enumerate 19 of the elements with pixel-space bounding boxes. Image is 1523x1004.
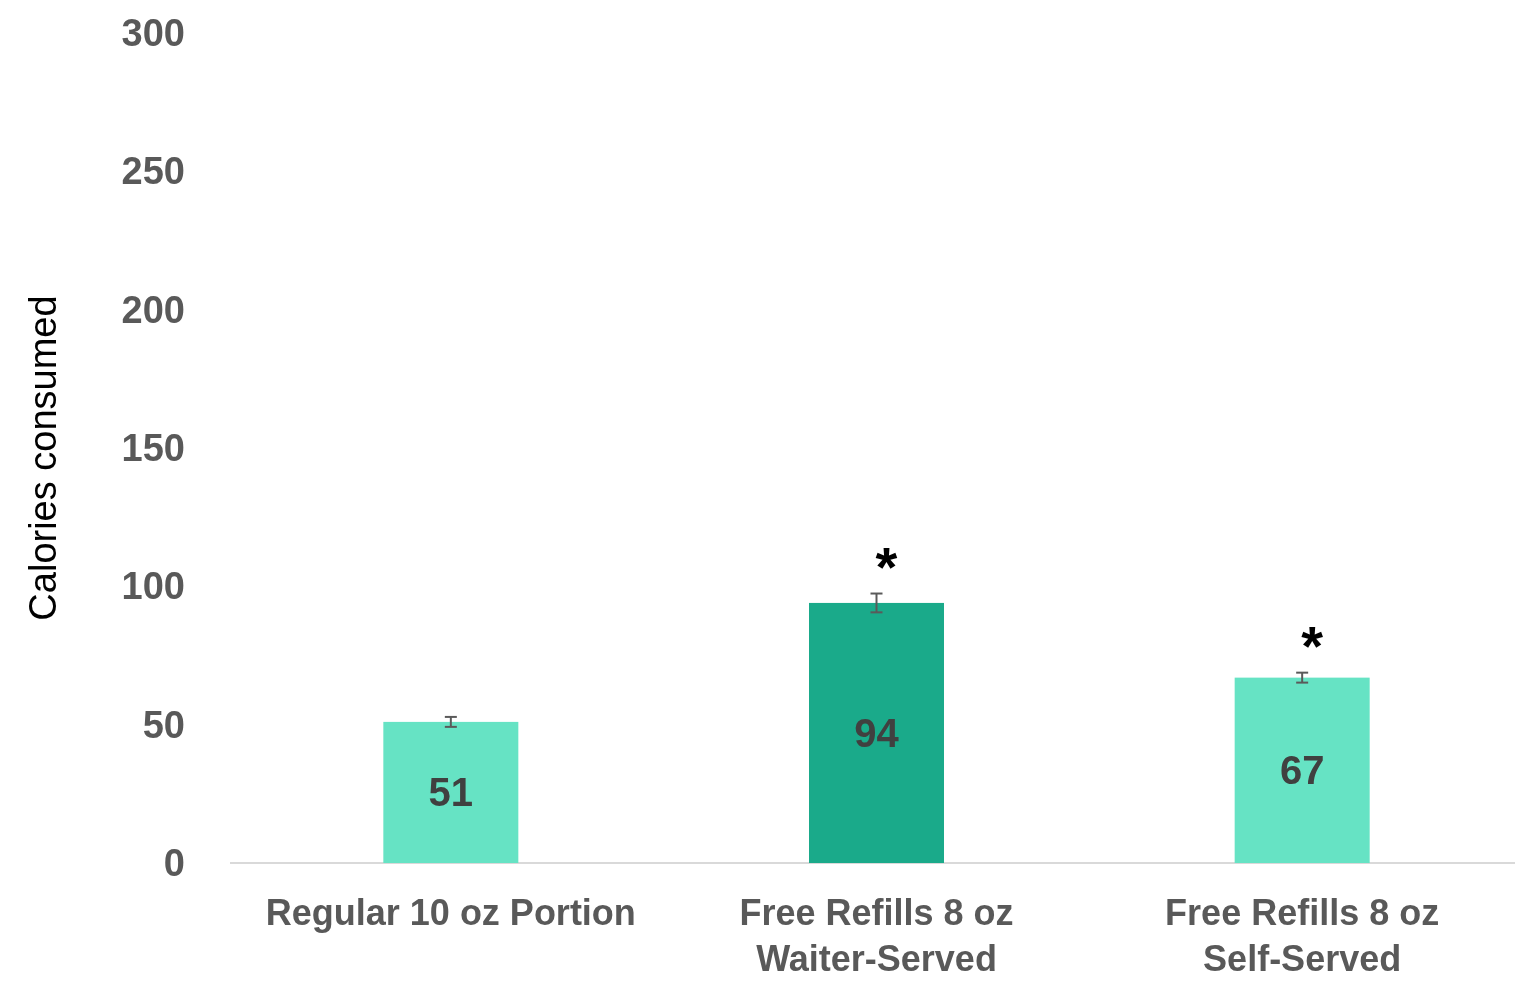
annotation: * bbox=[1301, 613, 1324, 677]
data-label: 94 bbox=[854, 710, 900, 755]
annotation: * bbox=[875, 534, 898, 598]
x-tick-label: Free Refills 8 oz Waiter-Served bbox=[739, 892, 1014, 979]
bar bbox=[1234, 677, 1370, 863]
x-tick-label: Free Refills 8 oz Self-Served bbox=[1165, 892, 1440, 979]
data-label: 67 bbox=[1279, 748, 1325, 793]
y-tick-label: 300 bbox=[121, 12, 185, 54]
y-tick-label: 50 bbox=[142, 703, 185, 746]
bar bbox=[383, 721, 519, 863]
x-tick-label: Regular 10 oz Portion bbox=[265, 892, 636, 933]
y-axis-title: Calories consumed bbox=[22, 295, 64, 621]
y-tick-label: 100 bbox=[121, 565, 185, 608]
data-label: 51 bbox=[428, 770, 474, 815]
y-tick-label: 200 bbox=[121, 288, 185, 331]
bar bbox=[809, 602, 944, 863]
y-tick-label: 150 bbox=[121, 427, 185, 469]
y-tick-label: 0 bbox=[163, 842, 185, 884]
y-tick-label: 250 bbox=[121, 150, 185, 193]
